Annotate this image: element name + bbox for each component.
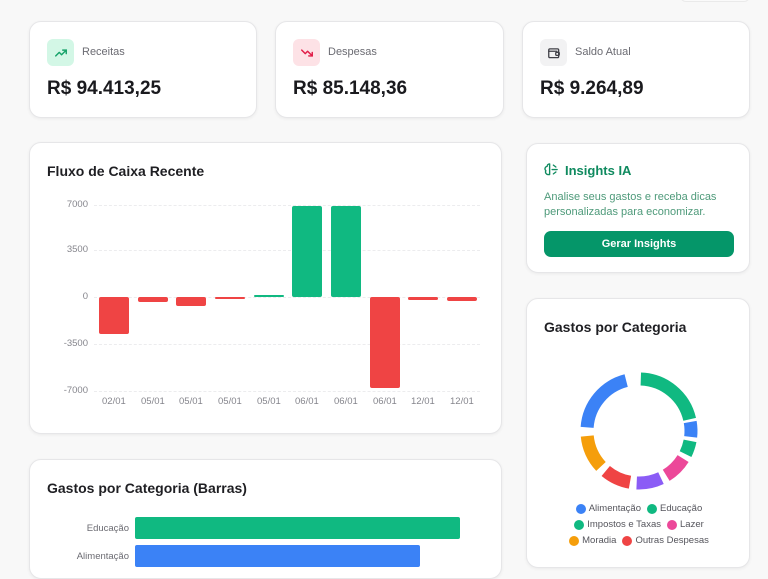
x-tick: 02/01	[102, 396, 126, 407]
gridline	[94, 250, 480, 251]
category-bars-title: Gastos por Categoria (Barras)	[47, 480, 247, 496]
brain-icon	[544, 162, 559, 182]
cashflow-bar[interactable]	[138, 297, 168, 302]
legend-dot	[622, 535, 633, 546]
legend-item[interactable]: Impostos e Taxas	[574, 519, 661, 530]
x-tick: 12/01	[411, 396, 435, 407]
insights-title: Insights IA	[565, 163, 632, 178]
x-tick: 12/01	[450, 396, 474, 407]
cashflow-bar[interactable]	[215, 297, 245, 299]
legend-dot	[667, 519, 677, 530]
legend-item[interactable]: Lazer	[667, 519, 704, 530]
legend-label: Outras Despesas	[635, 535, 709, 546]
legend-item[interactable]: Outras Despesas	[622, 535, 709, 546]
insights-card: Insights IA Analise seus gastos e receba…	[526, 143, 750, 273]
legend-dot	[647, 503, 657, 514]
x-tick: 05/01	[179, 396, 203, 407]
cashflow-bar[interactable]	[176, 297, 206, 306]
legend-dot	[575, 503, 586, 514]
legend-item[interactable]: Educação	[647, 503, 702, 514]
category-legend: Alimentação Educação Impostos e Taxas La…	[527, 503, 751, 551]
bar-category-label: Educação	[86, 523, 129, 534]
cashflow-bar[interactable]	[292, 206, 322, 297]
wallet-icon	[540, 39, 567, 66]
gridline	[94, 205, 480, 206]
generate-insights-button[interactable]: Gerar Insights	[544, 231, 734, 257]
insights-description: Analise seus gastos e receba dicas perso…	[544, 191, 717, 218]
y-tick: -7000	[63, 385, 88, 396]
y-tick: -3500	[63, 338, 88, 349]
cashflow-chart-card: Fluxo de Caixa Recente 7000 3500 0 -3500…	[29, 142, 502, 434]
stat-label: Saldo Atual	[575, 46, 631, 58]
y-tick: 7000	[66, 199, 88, 210]
legend-item[interactable]: Moradia	[569, 535, 616, 546]
stat-value: R$ 94.413,25	[47, 78, 162, 99]
stat-label: Despesas	[328, 46, 377, 58]
stat-card-despesas: Despesas R$ 85.148,36	[275, 21, 504, 118]
y-tick: 3500	[66, 244, 88, 255]
x-tick: 05/01	[218, 396, 242, 407]
stat-value: R$ 9.264,89	[540, 78, 644, 99]
category-donut-chart[interactable]	[577, 369, 701, 493]
legend-label: Impostos e Taxas	[587, 519, 661, 530]
stat-value: R$ 85.148,36	[293, 78, 408, 99]
stat-card-receitas: Receitas R$ 94.413,25	[29, 21, 257, 118]
category-donut-card: Gastos por Categoria Alimentação Educaçã…	[526, 298, 750, 568]
legend-dot	[569, 535, 580, 546]
cashflow-bar[interactable]	[254, 295, 284, 297]
gridline	[94, 297, 480, 298]
cashflow-bar[interactable]	[447, 297, 477, 301]
x-tick: 06/01	[373, 396, 397, 407]
category-hbar[interactable]	[135, 517, 460, 539]
gridline	[94, 391, 480, 392]
legend-label: Educação	[660, 503, 703, 514]
cashflow-bar[interactable]	[331, 206, 361, 297]
category-hbar[interactable]	[135, 545, 420, 567]
stat-card-saldo: Saldo Atual R$ 9.264,89	[522, 21, 750, 118]
legend-item[interactable]: Alimentação	[575, 503, 641, 514]
cashflow-bar[interactable]	[370, 297, 400, 388]
top-element-edge	[680, 0, 750, 2]
x-tick: 06/01	[334, 396, 358, 407]
legend-label: Moradia	[582, 535, 617, 546]
legend-label: Lazer	[680, 519, 704, 530]
x-tick: 06/01	[295, 396, 319, 407]
trending-down-icon	[293, 39, 320, 66]
category-bars-card: Gastos por Categoria (Barras) Educação A…	[29, 459, 502, 579]
stat-label: Receitas	[82, 46, 125, 58]
cashflow-bar[interactable]	[408, 297, 438, 300]
x-tick: 05/01	[257, 396, 281, 407]
trending-up-icon	[47, 39, 74, 66]
x-tick: 05/01	[141, 396, 165, 407]
cashflow-title: Fluxo de Caixa Recente	[47, 163, 205, 179]
category-donut-title: Gastos por Categoria	[544, 319, 687, 335]
legend-dot	[574, 519, 585, 530]
cashflow-bar[interactable]	[99, 297, 129, 334]
gridline	[94, 344, 480, 345]
y-tick: 0	[82, 291, 88, 302]
legend-label: Alimentação	[588, 503, 641, 514]
